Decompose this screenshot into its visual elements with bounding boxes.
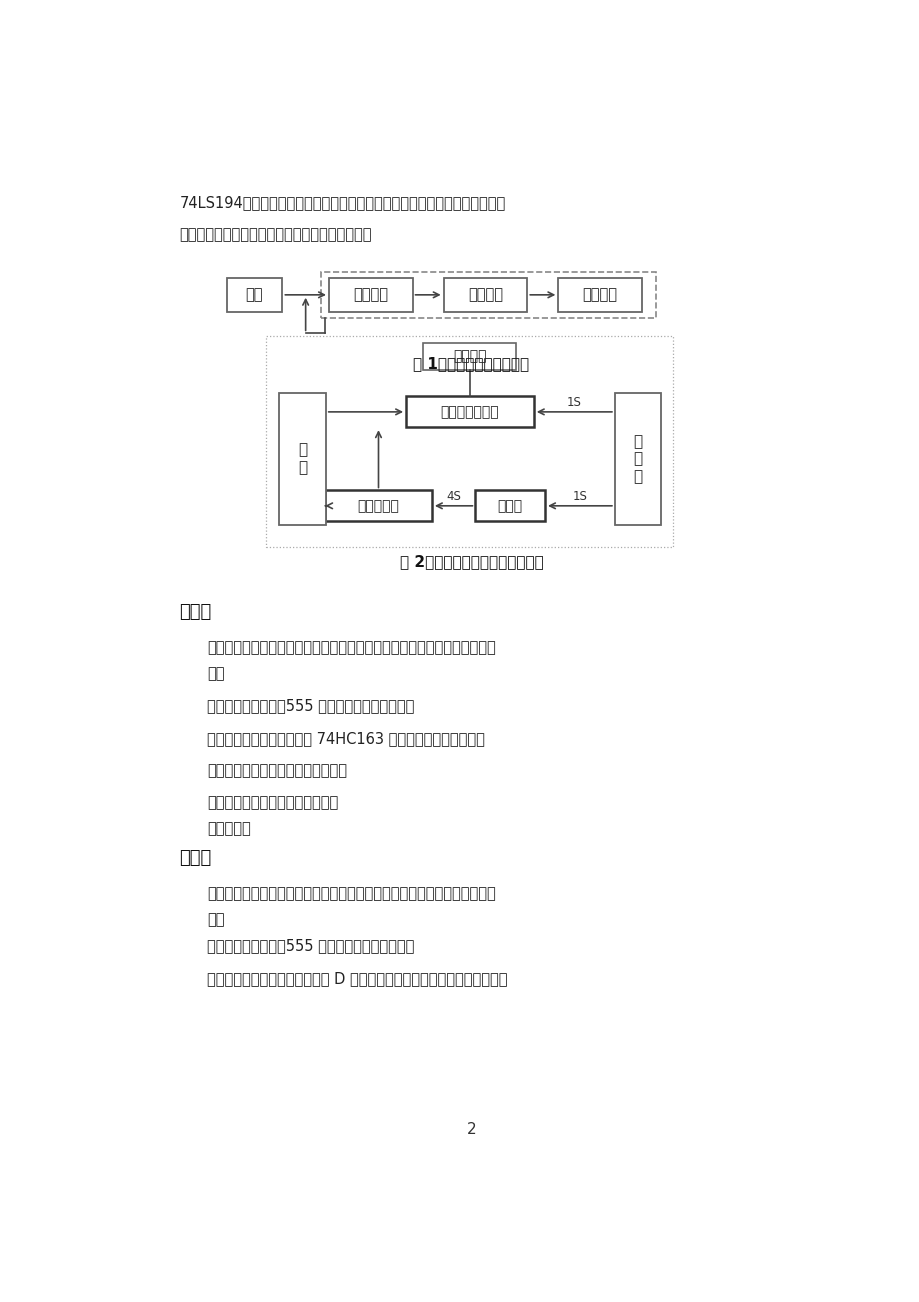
Text: 彩灯演示。: 彩灯演示。 bbox=[207, 822, 251, 836]
Text: 方案一: 方案一 bbox=[179, 603, 211, 621]
Bar bbox=[324, 491, 432, 521]
Bar bbox=[614, 393, 661, 525]
Text: 优点：使用元件少，电路设计简单。: 优点：使用元件少，电路设计简单。 bbox=[207, 763, 346, 779]
Bar bbox=[279, 393, 325, 525]
Bar bbox=[226, 277, 282, 311]
Text: 1S: 1S bbox=[566, 396, 581, 409]
Text: 节拍程序执行器: 节拍程序执行器 bbox=[440, 405, 499, 419]
Bar bbox=[329, 277, 412, 311]
Text: 第一节拍: 第一节拍 bbox=[353, 288, 388, 302]
Text: 启
动: 启 动 bbox=[298, 443, 307, 475]
Text: 第二节拍: 第二节拍 bbox=[468, 288, 503, 302]
Text: 74LS194完成；显示电路完成系统循环演示的指示，可以用发光二极管模拟。: 74LS194完成；显示电路完成系统循环演示的指示，可以用发光二极管模拟。 bbox=[179, 195, 505, 210]
Text: 彩灯控制电路：分频器采用 74HC163 起节拍产生和控制作用。: 彩灯控制电路：分频器采用 74HC163 起节拍产生和控制作用。 bbox=[207, 730, 484, 746]
Text: 第三节拍: 第三节拍 bbox=[582, 288, 617, 302]
Text: 直流稳压电路设计：电源变压器，单桥式整流电路，电容滤波电路，稳压电: 直流稳压电路设计：电源变压器，单桥式整流电路，电容滤波电路，稳压电 bbox=[207, 887, 495, 901]
Text: 图 2：四路彩灯控制系统结构框图: 图 2：四路彩灯控制系统结构框图 bbox=[399, 555, 543, 569]
Text: 分频器: 分频器 bbox=[497, 499, 522, 513]
Bar bbox=[266, 336, 673, 547]
Text: 时序脉冲电路设计：555 定时器组成多谐振荡器。: 时序脉冲电路设计：555 定时器组成多谐振荡器。 bbox=[207, 939, 414, 953]
Bar bbox=[321, 272, 655, 318]
Text: 启动: 启动 bbox=[245, 288, 263, 302]
Bar bbox=[405, 397, 533, 427]
Text: 脉
冲
源: 脉 冲 源 bbox=[633, 434, 642, 484]
Text: 系统控制流程图及控制系统结构框图如下图所示：: 系统控制流程图及控制系统结构框图如下图所示： bbox=[179, 227, 371, 242]
Text: 方案二: 方案二 bbox=[179, 849, 211, 867]
Bar bbox=[558, 277, 641, 311]
Text: 显示电路: 显示电路 bbox=[453, 349, 486, 363]
Text: 缺点：价格相对较高，连线线多。: 缺点：价格相对较高，连线线多。 bbox=[207, 796, 338, 810]
Text: 时序脉冲电路设计：555 定时器组成多谐振荡器。: 时序脉冲电路设计：555 定时器组成多谐振荡器。 bbox=[207, 698, 414, 713]
Text: 路。: 路。 bbox=[207, 667, 224, 681]
Text: 图 1：四路彩灯控制流程图: 图 1：四路彩灯控制流程图 bbox=[413, 357, 529, 371]
Text: 彩灯控制电路：分频器采用两个 D 触发器连接成四进制异步减法计数器；采: 彩灯控制电路：分频器采用两个 D 触发器连接成四进制异步减法计数器；采 bbox=[207, 971, 507, 986]
Bar bbox=[443, 277, 527, 311]
Text: 2: 2 bbox=[466, 1122, 476, 1137]
Text: 4S: 4S bbox=[446, 490, 460, 503]
Text: 直流稳压电路设计：电源变压器，单桥式整流电路，电容滤波电路，稳压电: 直流稳压电路设计：电源变压器，单桥式整流电路，电容滤波电路，稳压电 bbox=[207, 639, 495, 655]
Text: 1S: 1S bbox=[572, 490, 587, 503]
Text: 路。: 路。 bbox=[207, 913, 224, 927]
Text: 节拍控制器: 节拍控制器 bbox=[357, 499, 399, 513]
Bar bbox=[423, 342, 516, 370]
Bar bbox=[475, 491, 545, 521]
